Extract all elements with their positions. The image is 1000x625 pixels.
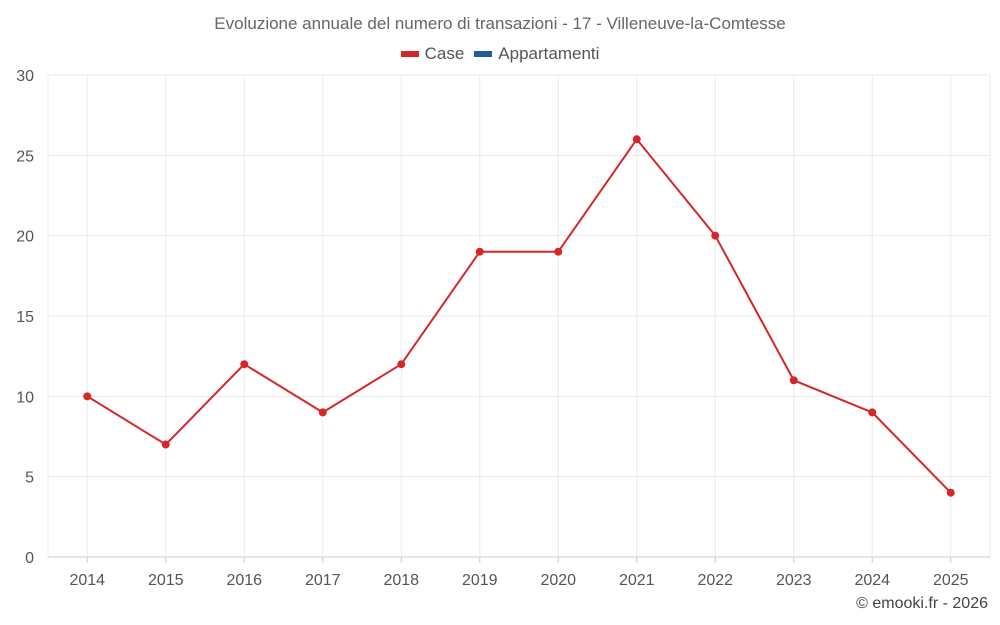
- y-tick-label: 20: [16, 229, 34, 246]
- chart-title: Evoluzione annuale del numero di transaz…: [214, 14, 786, 33]
- data-point[interactable]: [475, 247, 484, 256]
- y-tick-label: 10: [16, 389, 34, 406]
- y-tick-label: 30: [16, 68, 34, 85]
- x-tick-label: 2017: [305, 572, 341, 589]
- y-tick-label: 0: [25, 550, 34, 567]
- data-point[interactable]: [161, 440, 170, 449]
- legend-item-case[interactable]: Case: [400, 44, 465, 64]
- x-tick-label: 2016: [226, 572, 262, 589]
- x-tick-label: 2019: [462, 572, 498, 589]
- grid: [48, 74, 990, 558]
- data-point[interactable]: [240, 360, 249, 369]
- data-point[interactable]: [397, 360, 406, 369]
- legend-swatch-appartamenti: [474, 51, 493, 57]
- y-tick-label: 25: [16, 148, 34, 165]
- x-tick-label: 2014: [69, 572, 105, 589]
- x-tick-label: 2021: [619, 572, 655, 589]
- data-point[interactable]: [554, 247, 563, 256]
- x-tick-label: 2023: [776, 572, 812, 589]
- x-tick-label: 2018: [383, 572, 419, 589]
- x-tick-label: 2020: [540, 572, 576, 589]
- series: [83, 135, 955, 497]
- legend-label-case: Case: [424, 44, 465, 63]
- data-point[interactable]: [632, 135, 641, 144]
- legend: Case Appartamenti: [0, 44, 1000, 64]
- legend-label-appartamenti: Appartamenti: [498, 44, 600, 63]
- data-point[interactable]: [946, 488, 955, 497]
- x-tick-label: 2022: [697, 572, 733, 589]
- legend-swatch-case: [400, 51, 419, 57]
- data-point[interactable]: [318, 408, 327, 417]
- data-point[interactable]: [789, 376, 798, 385]
- legend-item-appartamenti[interactable]: Appartamenti: [474, 44, 599, 64]
- series-line-0: [86, 138, 952, 494]
- x-tick-label: 2024: [854, 572, 890, 589]
- data-point[interactable]: [868, 408, 877, 417]
- x-tick-label: 2015: [148, 572, 184, 589]
- x-tick-label: 2025: [933, 572, 969, 589]
- credit-text: © emooki.fr - 2026: [856, 595, 988, 612]
- data-point[interactable]: [711, 231, 720, 240]
- y-tick-label: 5: [25, 470, 34, 487]
- data-point[interactable]: [83, 392, 92, 401]
- y-tick-label: 15: [16, 309, 34, 326]
